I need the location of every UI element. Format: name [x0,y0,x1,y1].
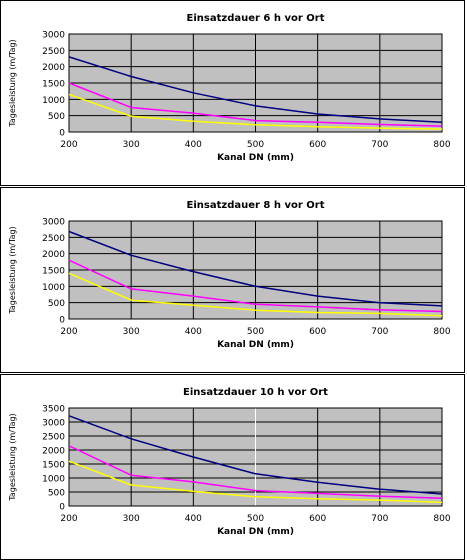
x-tick-label: 200 [60,327,77,337]
y-tick-label: 500 [48,299,65,309]
chart-6h: Einsatzdauer 6 h vor Ort 0 500 1000 1500 2000… [8,13,451,163]
y-tick-label: 1000 [42,475,65,485]
x-tick-label: 300 [123,514,140,524]
x-axis-label: Kanal DN (mm) [217,527,294,537]
x-tick-label: 700 [371,514,388,524]
plot-border [68,220,443,320]
y-tick-label: 1500 [42,267,65,277]
y-tick-label: 2000 [42,447,65,457]
plot-border [68,407,443,507]
series-line-3 [68,93,443,130]
x-tick-label: 500 [247,327,264,337]
y-tick-label: 1000 [42,283,65,293]
y-tick-label: 3500 [42,405,65,415]
y-tick-label: 2500 [42,47,65,57]
y-axis-label: Tagesleistung (m/Tag) [8,413,17,501]
chart-panel-8h: Einsatzdauer 8 h vor Ort 0 500 1000 1500 2000… [0,187,465,373]
chart-10h: Einsatzdauer 10 h vor Ort 0 500 1000 1500 200… [8,387,451,537]
x-tick-label: 800 [433,140,450,150]
x-tick-label: 600 [309,140,326,150]
y-tick-label: 0 [59,316,65,326]
y-axis-label: Tagesleistung (m/Tag) [8,39,17,127]
series-line-2 [68,445,443,499]
x-tick-label: 500 [247,140,264,150]
x-tick-label: 400 [185,514,202,524]
y-tick-label: 1000 [42,96,65,106]
chart-title: Einsatzdauer 10 h vor Ort [183,387,328,398]
chart-title: Einsatzdauer 6 h vor Ort [187,13,325,24]
series-line-1 [68,230,443,307]
x-tick-label: 400 [185,140,202,150]
series-line-3 [68,272,443,317]
x-tick-label: 800 [433,514,450,524]
y-tick-label: 500 [48,112,65,122]
chart-8h: Einsatzdauer 8 h vor Ort 0 500 1000 1500 2000… [8,200,451,350]
y-tick-label: 1500 [42,461,65,471]
y-tick-label: 3000 [42,218,65,228]
x-axis-label: Kanal DN (mm) [217,153,294,163]
y-tick-label: 0 [59,503,65,513]
y-tick-label: 2000 [42,63,65,73]
x-tick-label: 400 [185,327,202,337]
series-line-1 [68,56,443,123]
y-tick-label: 3000 [42,419,65,429]
chart-panel-10h: Einsatzdauer 10 h vor Ort 0 500 1000 1500 200… [0,374,465,560]
x-tick-label: 600 [309,514,326,524]
series-line-3 [68,460,443,504]
x-tick-label: 600 [309,327,326,337]
x-tick-label: 500 [247,514,264,524]
y-axis-label: Tagesleistung (m/Tag) [8,226,17,314]
chart-title: Einsatzdauer 8 h vor Ort [187,200,325,211]
chart-panel-6h: Einsatzdauer 6 h vor Ort 0 500 1000 1500 2000… [0,0,465,186]
x-tick-label: 200 [60,140,77,150]
y-tick-label: 1500 [42,80,65,90]
x-axis-label: Kanal DN (mm) [217,340,294,350]
y-tick-label: 3000 [42,31,65,41]
y-tick-label: 2500 [42,433,65,443]
x-tick-label: 800 [433,327,450,337]
series-line-2 [68,82,443,127]
x-tick-label: 300 [123,327,140,337]
x-tick-label: 200 [60,514,77,524]
x-tick-label: 300 [123,140,140,150]
y-tick-label: 0 [59,129,65,139]
series-line-2 [68,259,443,313]
x-tick-label: 700 [371,327,388,337]
y-tick-label: 500 [48,489,65,499]
y-tick-label: 2000 [42,250,65,260]
series-line-1 [68,415,443,495]
x-tick-label: 700 [371,140,388,150]
y-tick-label: 2500 [42,234,65,244]
